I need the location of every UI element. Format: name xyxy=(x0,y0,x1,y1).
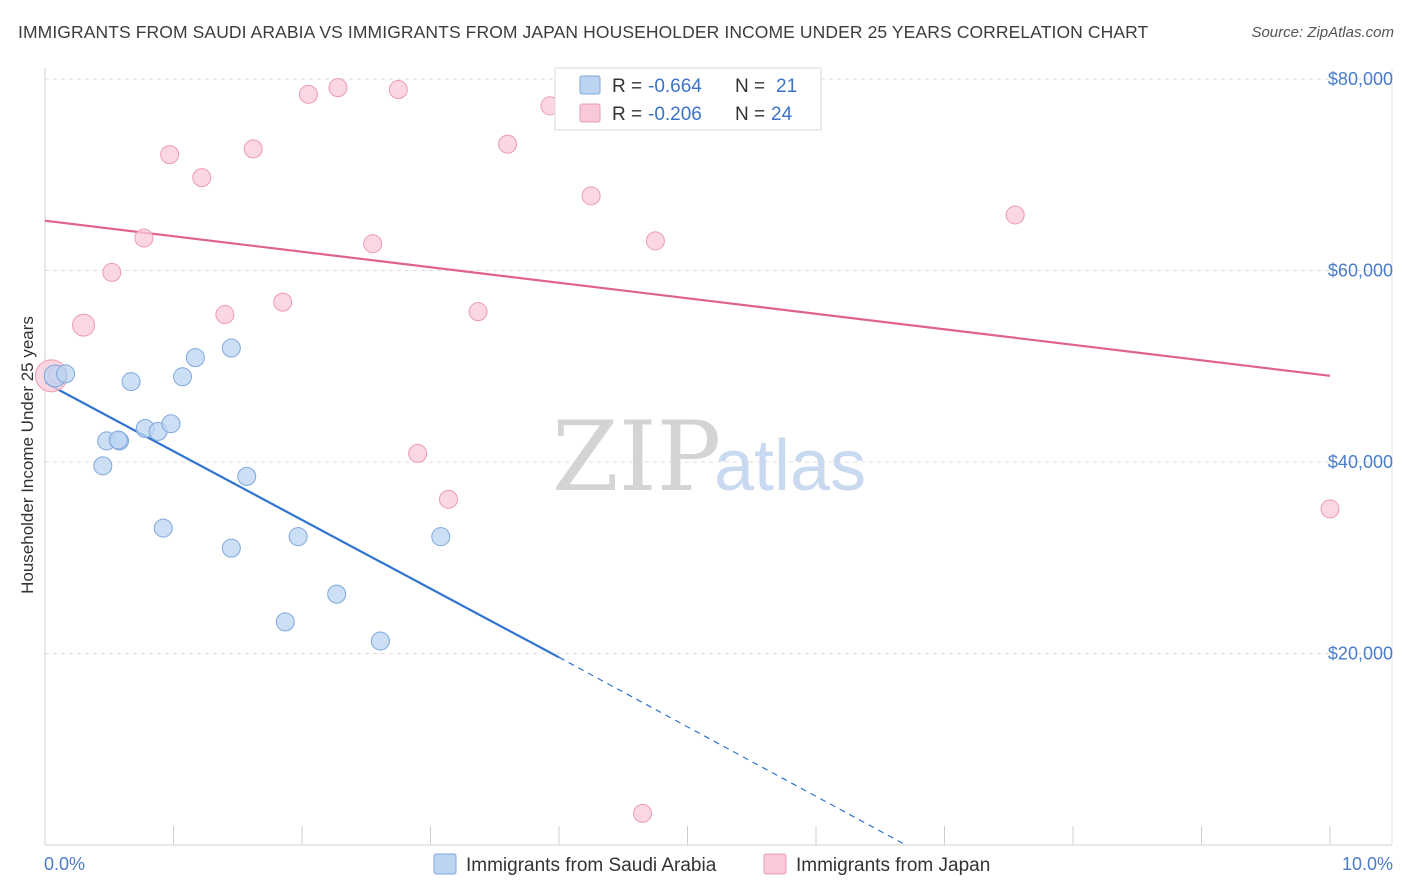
point-japan-13 xyxy=(408,443,428,463)
point-japan-20 xyxy=(645,231,665,251)
point-saudi-10 xyxy=(172,367,192,387)
series-swatch-saudi xyxy=(433,853,457,875)
point-japan-11 xyxy=(363,234,383,254)
legend-n-value-japan: 24 xyxy=(771,104,793,125)
legend-r-label-saudi: R = xyxy=(612,76,642,97)
series-label-japan: Immigrants from Japan xyxy=(796,855,990,876)
point-saudi-11 xyxy=(185,348,205,368)
point-japan-16 xyxy=(498,134,518,154)
y-tick-label-1: $40,000 xyxy=(1328,452,1393,472)
trend-lines xyxy=(44,219,1331,846)
point-saudi-13 xyxy=(237,466,257,486)
chart-title: IMMIGRANTS FROM SAUDI ARABIA VS IMMIGRAN… xyxy=(18,22,1149,42)
point-japan-8 xyxy=(273,292,293,312)
point-japan-22 xyxy=(1320,499,1340,519)
y-tick-label-3: $80,000 xyxy=(1328,69,1393,89)
point-saudi-4 xyxy=(108,430,128,450)
point-saudi-5 xyxy=(93,456,113,476)
point-japan-15 xyxy=(468,302,488,322)
source-credit: Source: ZipAtlas.com xyxy=(1251,24,1394,41)
series-swatch-japan xyxy=(763,853,787,875)
point-japan-1 xyxy=(72,313,96,337)
y-tick-label-0: $20,000 xyxy=(1328,644,1393,664)
trend-line-japan xyxy=(44,219,1331,377)
point-japan-14 xyxy=(438,489,458,509)
axes xyxy=(44,68,1393,846)
data-points xyxy=(34,78,1340,823)
point-saudi-15 xyxy=(221,538,241,558)
point-saudi-9 xyxy=(161,414,181,434)
point-saudi-1 xyxy=(56,364,76,384)
legend-swatch-japan xyxy=(579,103,601,123)
legend-r-value-saudi: -0.664 xyxy=(648,76,702,97)
trend-line-saudi xyxy=(44,381,560,659)
legend-swatch-saudi xyxy=(579,75,601,95)
point-japan-7 xyxy=(243,139,263,159)
point-saudi-6 xyxy=(121,372,141,392)
gridlines xyxy=(45,78,1392,654)
point-saudi-12 xyxy=(221,338,241,358)
point-saudi-19 xyxy=(370,631,390,651)
point-japan-5 xyxy=(192,168,212,188)
point-japan-9 xyxy=(298,84,318,104)
legend-n-label-japan: N = xyxy=(735,104,765,125)
point-japan-19 xyxy=(633,803,653,823)
point-saudi-14 xyxy=(153,518,173,538)
point-japan-4 xyxy=(160,145,180,165)
point-saudi-17 xyxy=(275,612,295,632)
correlation-legend: R = -0.664 N = 21 R = -0.206 N = 24 xyxy=(554,67,822,131)
point-japan-12 xyxy=(388,80,408,100)
point-japan-2 xyxy=(102,262,122,282)
y-axis-label: Householder Income Under 25 years xyxy=(18,316,37,594)
point-japan-6 xyxy=(215,305,235,325)
series-label-saudi: Immigrants from Saudi Arabia xyxy=(466,855,717,876)
legend-n-label-saudi: N = xyxy=(735,76,765,97)
point-saudi-18 xyxy=(327,584,347,604)
point-saudi-16 xyxy=(288,527,308,547)
legend-r-label-japan: R = xyxy=(612,104,642,125)
watermark: ZIP atlas xyxy=(552,401,866,513)
trend-line-saudi-extension xyxy=(558,656,907,846)
x-tick-label-1: 10.0% xyxy=(1342,854,1393,874)
legend-r-value-japan: -0.206 xyxy=(648,104,702,125)
point-japan-10 xyxy=(328,78,348,98)
tick-labels: $20,000 $40,000 $60,000 $80,000 0.0% 10.0% xyxy=(44,69,1393,874)
point-saudi-20 xyxy=(431,527,451,547)
watermark-atlas: atlas xyxy=(714,426,866,506)
series-legend: Immigrants from Saudi Arabia Immigrants … xyxy=(433,853,990,876)
y-tick-label-2: $60,000 xyxy=(1328,261,1393,281)
point-japan-21 xyxy=(1005,205,1025,225)
point-japan-3 xyxy=(134,228,154,248)
legend-n-value-saudi: 21 xyxy=(776,76,797,97)
x-tick-label-0: 0.0% xyxy=(44,854,85,874)
watermark-zip: ZIP xyxy=(552,401,721,513)
point-japan-18 xyxy=(581,186,601,206)
